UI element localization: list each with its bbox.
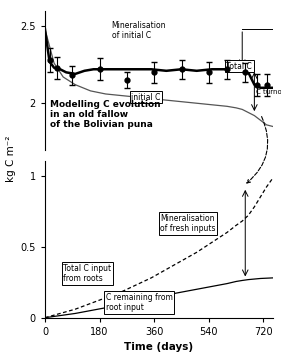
- Text: C remaining from
root input: C remaining from root input: [106, 293, 173, 312]
- X-axis label: Time (days): Time (days): [124, 342, 193, 352]
- Text: Mineralisation
of initial C: Mineralisation of initial C: [112, 20, 166, 40]
- Text: C turnover: C turnover: [256, 89, 281, 95]
- Text: Modelling C evolution
in an old fallow
of the Bolivian puna: Modelling C evolution in an old fallow o…: [49, 100, 160, 130]
- Text: Total C input
from roots: Total C input from roots: [63, 264, 111, 283]
- Text: Mineralisation
of fresh inputs: Mineralisation of fresh inputs: [160, 214, 216, 233]
- Text: kg C m⁻²: kg C m⁻²: [6, 136, 16, 182]
- Text: initial C: initial C: [132, 92, 161, 102]
- Text: Total C: Total C: [226, 62, 252, 71]
